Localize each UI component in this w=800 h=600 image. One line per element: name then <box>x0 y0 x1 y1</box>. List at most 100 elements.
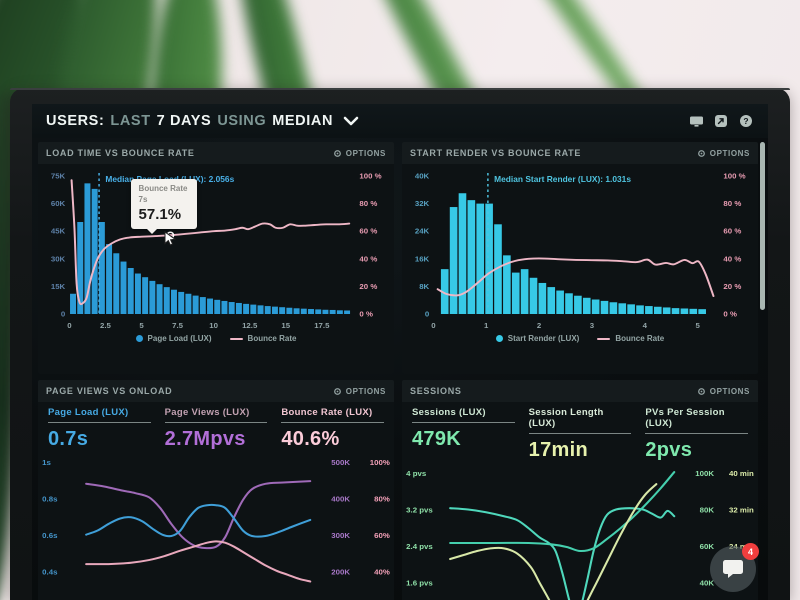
svg-text:200K: 200K <box>331 568 350 577</box>
svg-text:15K: 15K <box>51 282 66 291</box>
panel-header: LOAD TIME VS BOUNCE RATE OPTIONS <box>38 142 394 164</box>
svg-text:20 %: 20 % <box>723 282 741 291</box>
svg-text:45K: 45K <box>51 227 66 236</box>
svg-text:0.6s: 0.6s <box>42 531 57 540</box>
bounce-rate-tooltip: Bounce Rate 7s 57.1% <box>130 179 198 235</box>
svg-text:75K: 75K <box>51 172 66 181</box>
options-button[interactable]: OPTIONS <box>697 149 750 158</box>
svg-text:100K: 100K <box>695 469 714 478</box>
svg-text:7.5: 7.5 <box>172 321 184 330</box>
options-button[interactable]: OPTIONS <box>333 149 386 158</box>
options-button[interactable]: OPTIONS <box>333 387 386 396</box>
gear-icon <box>333 149 341 157</box>
svg-text:0.4s: 0.4s <box>42 568 57 577</box>
gear-icon <box>697 387 705 395</box>
load-time-chart[interactable]: 75K 60K 45K 30K 15K 0 100 % 80 % 60 % 40 % 20 % 0 %… <box>38 164 394 336</box>
svg-text:4: 4 <box>643 321 648 330</box>
svg-text:32 min: 32 min <box>729 506 754 515</box>
chart-area: 75K 60K 45K 30K 15K 0 100 % 80 % 60 % 40 % 20 % 0 %… <box>38 164 394 336</box>
dashboard-screen: USERS: LAST 7 DAYS USING MEDIAN <box>32 104 768 600</box>
svg-text:80 %: 80 % <box>359 199 377 208</box>
chat-icon <box>723 560 743 578</box>
svg-text:8K: 8K <box>419 282 429 291</box>
svg-text:400K: 400K <box>331 495 350 504</box>
svg-text:?: ? <box>743 116 748 126</box>
svg-text:17.5: 17.5 <box>314 321 330 330</box>
svg-text:0.8s: 0.8s <box>42 495 57 504</box>
svg-text:100%: 100% <box>370 458 390 467</box>
metrics-row: Sessions (LUX) 479K Session Length (LUX)… <box>402 402 758 464</box>
panel-title: LOAD TIME VS BOUNCE RATE <box>46 148 195 158</box>
start-render-chart[interactable]: 40K 32K 24K 16K 8K 0 100 % 80 % 60 % 40 % 20 % 0 % 0… <box>402 164 758 336</box>
help-icon[interactable]: ? <box>738 113 754 129</box>
chat-button[interactable]: 4 <box>710 543 759 592</box>
tooltip-value: 57.1% <box>138 206 182 224</box>
metrics-row: Page Load (LUX) 0.7s Page Views (LUX) 2.… <box>38 402 394 453</box>
panel-title: SESSIONS <box>410 386 462 396</box>
metric-bounce-rate: Bounce Rate (LUX) 40.6% <box>281 407 385 451</box>
svg-text:80%: 80% <box>374 495 390 504</box>
svg-text:80 %: 80 % <box>723 199 741 208</box>
vertical-scrollbar[interactable] <box>760 142 765 310</box>
svg-text:16K: 16K <box>415 254 430 263</box>
svg-text:40K: 40K <box>415 172 430 181</box>
svg-text:15: 15 <box>281 321 290 330</box>
svg-text:2.5: 2.5 <box>100 321 112 330</box>
panel-start-render: START RENDER VS BOUNCE RATE OPTIONS 40K 3… <box>402 142 758 374</box>
options-button[interactable]: OPTIONS <box>697 387 750 396</box>
metric-session-length: Session Length (LUX) 17min <box>528 407 632 462</box>
panel-header: PAGE VIEWS VS ONLOAD OPTIONS <box>38 380 394 402</box>
svg-text:5: 5 <box>139 321 144 330</box>
notification-badge: 4 <box>742 543 759 560</box>
title-users: USERS: <box>46 113 105 129</box>
title-last: LAST <box>110 113 151 129</box>
svg-text:0 %: 0 % <box>723 310 737 319</box>
svg-text:12.5: 12.5 <box>242 321 258 330</box>
svg-text:3: 3 <box>590 321 594 330</box>
panel-title: START RENDER VS BOUNCE RATE <box>410 148 582 158</box>
metric-value: 17min <box>528 439 588 461</box>
panels-grid: LOAD TIME VS BOUNCE RATE OPTIONS 75K 60K 4… <box>38 142 758 600</box>
metric-sessions: Sessions (LUX) 479K <box>412 407 515 462</box>
page-views-chart[interactable]: 1s 0.8s 0.6s 0.4s 500K 100% 400K 80% 300K 60% 200K… <box>38 453 394 600</box>
svg-text:0: 0 <box>67 321 71 330</box>
metric-value: 2pvs <box>645 439 693 461</box>
metric-value: 0.7s <box>48 428 89 450</box>
svg-text:40%: 40% <box>374 568 390 577</box>
chart-legend: Page Load (LUX) Bounce Rate <box>38 334 394 343</box>
panel-header: START RENDER VS BOUNCE RATE OPTIONS <box>402 142 758 164</box>
svg-text:300K: 300K <box>331 531 350 540</box>
svg-text:20 %: 20 % <box>359 282 377 291</box>
gear-icon <box>333 387 341 395</box>
svg-text:60 %: 60 % <box>723 227 741 236</box>
svg-text:500K: 500K <box>331 458 350 467</box>
series-line-icon <box>229 337 243 340</box>
svg-text:2.4 pvs: 2.4 pvs <box>406 542 433 551</box>
legend-bounce-rate: Bounce Rate <box>229 334 296 343</box>
svg-text:60 %: 60 % <box>359 227 377 236</box>
chart-area: 40K 32K 24K 16K 8K 0 100 % 80 % 60 % 40 % 20 % 0 % 0… <box>402 164 758 336</box>
svg-text:40 min: 40 min <box>729 469 754 478</box>
svg-text:0: 0 <box>425 310 429 319</box>
metric-value: 40.6% <box>281 428 340 450</box>
gear-icon <box>697 149 705 157</box>
panel-header: SESSIONS OPTIONS <box>402 380 758 402</box>
svg-text:60K: 60K <box>51 199 66 208</box>
legend-page-load: Page Load (LUX) <box>135 334 212 343</box>
tooltip-time: 7s <box>138 194 148 204</box>
chevron-down-icon[interactable] <box>343 115 359 127</box>
display-icon[interactable] <box>688 113 704 129</box>
svg-text:24K: 24K <box>415 227 430 236</box>
svg-text:60K: 60K <box>700 542 715 551</box>
date-range-selector[interactable]: USERS: LAST 7 DAYS USING MEDIAN <box>46 113 359 129</box>
svg-text:3.2 pvs: 3.2 pvs <box>406 506 433 515</box>
share-icon[interactable] <box>713 113 729 129</box>
svg-text:100 %: 100 % <box>723 172 745 181</box>
sessions-chart[interactable]: 4 pvs 3.2 pvs 2.4 pvs 1.6 pvs 100K 40 min 80K 3… <box>402 464 758 600</box>
mouse-pointer-icon <box>164 231 177 252</box>
svg-text:1s: 1s <box>42 458 51 467</box>
svg-text:80K: 80K <box>700 506 715 515</box>
svg-text:60%: 60% <box>374 531 390 540</box>
svg-text:Median Start Render (LUX): 1.0: Median Start Render (LUX): 1.031s <box>494 175 631 184</box>
